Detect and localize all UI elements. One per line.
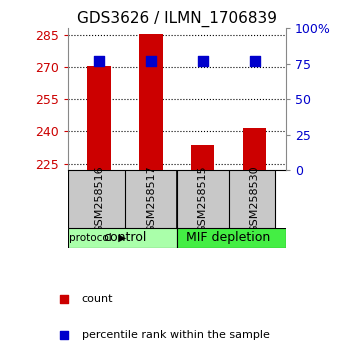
Bar [243,128,266,170]
Point [148,58,154,64]
FancyBboxPatch shape [177,228,286,248]
Point [61,332,67,338]
Text: GSM258515: GSM258515 [198,165,208,233]
Text: count: count [82,295,113,304]
Bar [87,66,111,170]
Text: control: control [103,231,147,244]
Bar [191,145,214,170]
Text: MIF depletion: MIF depletion [186,231,271,244]
Text: GSM258530: GSM258530 [250,165,259,233]
Point [252,58,257,64]
Text: GSM258517: GSM258517 [146,165,156,233]
Point [96,58,102,64]
Text: percentile rank within the sample: percentile rank within the sample [82,330,270,340]
Point [200,58,205,64]
Point [61,297,67,302]
Title: GDS3626 / ILMN_1706839: GDS3626 / ILMN_1706839 [77,11,277,27]
FancyBboxPatch shape [68,228,177,248]
Text: protocol  ▶: protocol ▶ [69,233,126,243]
Bar [139,34,163,170]
Text: GSM258516: GSM258516 [94,165,104,233]
